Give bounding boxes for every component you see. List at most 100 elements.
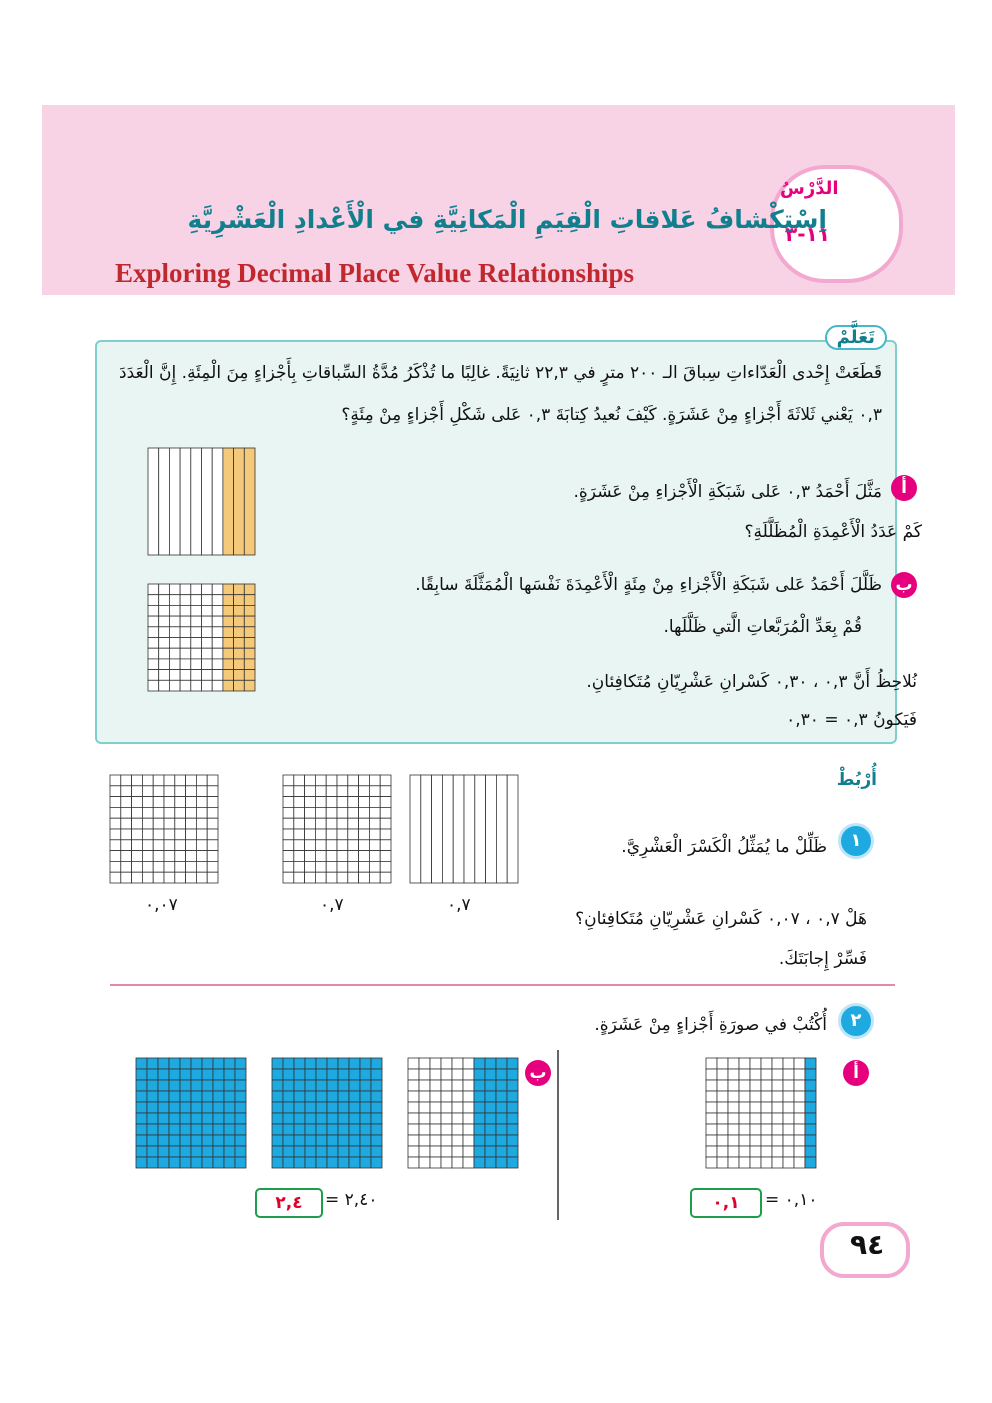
grid-cell xyxy=(429,1123,442,1136)
grid-cell xyxy=(195,774,208,787)
grid-cell xyxy=(359,1112,372,1125)
grid-cell xyxy=(749,1156,762,1169)
grid-cell xyxy=(282,871,295,884)
grid-cell xyxy=(152,828,165,841)
grid-cell xyxy=(337,1123,350,1136)
grid-cell xyxy=(716,1112,729,1125)
grid-cell xyxy=(793,1123,806,1136)
grid-cell xyxy=(131,828,143,841)
grid-cell xyxy=(782,1145,795,1158)
grid-cell xyxy=(368,796,381,808)
grid-cell xyxy=(135,1090,148,1103)
grid-cell xyxy=(348,1123,361,1136)
grid-cell xyxy=(315,1156,328,1169)
grid-cell xyxy=(760,1101,773,1114)
grid-cell xyxy=(234,1079,247,1092)
grid-cell xyxy=(304,1057,317,1070)
grid-cell xyxy=(462,1090,475,1103)
grid-cell xyxy=(495,774,508,884)
grid-cell xyxy=(358,861,370,873)
grid-cell xyxy=(223,1156,236,1169)
grid-cell xyxy=(506,1101,519,1114)
grid-cell xyxy=(179,1101,192,1114)
expression: ٠,١٠ = xyxy=(765,1190,818,1210)
grid-cell xyxy=(223,1112,236,1125)
grid-cell xyxy=(152,774,165,787)
grid-cell xyxy=(409,774,422,884)
grid-cell xyxy=(190,1068,203,1081)
grid-cell xyxy=(418,1112,431,1125)
grid-cell xyxy=(282,861,295,873)
grid-cell xyxy=(314,871,327,884)
grid-cell xyxy=(293,871,305,884)
grid-cell xyxy=(793,1068,806,1081)
grid-cell xyxy=(174,828,187,841)
grid-cell xyxy=(418,1145,431,1158)
grid-cell xyxy=(738,1090,751,1103)
grid-cell xyxy=(314,785,327,797)
grid-cell xyxy=(212,1090,225,1103)
grid-cell xyxy=(109,796,122,808)
grid-cell xyxy=(782,1068,795,1081)
grid-cell xyxy=(146,1090,159,1103)
grid-cell xyxy=(749,1112,762,1125)
grid-cell xyxy=(174,871,187,884)
grid-cell xyxy=(174,785,187,797)
grid-cell xyxy=(325,839,338,851)
grid-cell xyxy=(738,1079,751,1092)
question-number: ٢ xyxy=(838,1003,874,1039)
grid-cell xyxy=(179,1123,192,1136)
grid-cell xyxy=(358,871,370,884)
grid-cell xyxy=(473,1068,486,1081)
grid-cell xyxy=(190,1057,203,1070)
grid-cell xyxy=(304,774,316,787)
grid-cell xyxy=(293,807,305,819)
grid-cell xyxy=(771,1057,784,1070)
grid-cell xyxy=(738,1123,751,1136)
grid-cell xyxy=(484,1123,497,1136)
grid-cell xyxy=(347,817,359,830)
grid-cell xyxy=(407,1134,420,1147)
grid-cell xyxy=(206,796,219,808)
grid-cell xyxy=(370,1145,383,1158)
grid-cell xyxy=(109,817,122,830)
grid-cell xyxy=(440,1145,453,1158)
grid-cell xyxy=(370,1068,383,1081)
grid-cell xyxy=(760,1057,773,1070)
grid-cell xyxy=(190,1101,203,1114)
grid-cell xyxy=(771,1101,784,1114)
intro: قَطَعَتْ إِحْدى الْعَدّاءاتِ سِباقَ الـ … xyxy=(119,363,882,425)
grid-cell xyxy=(206,828,219,841)
grid-cell xyxy=(131,850,143,862)
grid-cell xyxy=(440,1134,453,1147)
grid-cell xyxy=(452,774,465,884)
q1-question: هَلْ ٠,٧ ، ٠,٠٧ كَسْرانِ عَشْرِيّانِ مُت… xyxy=(575,909,867,929)
step-text: كَمْ عَدَدُ الْأَعْمِدَةِ الْمُظَلَّلَةِ… xyxy=(744,522,922,542)
grid-cell xyxy=(506,1057,519,1070)
grid-cell xyxy=(293,1101,306,1114)
grid-cell xyxy=(141,850,154,862)
grid-cell xyxy=(293,1068,306,1081)
grid-cell xyxy=(782,1090,795,1103)
grid-cell xyxy=(760,1134,773,1147)
grid-cell xyxy=(760,1079,773,1092)
grid-cell xyxy=(738,1068,751,1081)
grid-cell xyxy=(485,774,497,884)
grid-cell xyxy=(484,1156,497,1169)
grid-cell xyxy=(379,785,392,797)
grid-cell xyxy=(157,1101,170,1114)
grid-cell xyxy=(368,817,381,830)
grid-cell xyxy=(358,850,370,862)
grid-cell xyxy=(506,1068,519,1081)
grid-cell xyxy=(418,1134,431,1147)
grid-cell xyxy=(462,1112,475,1125)
grid-cell xyxy=(358,817,370,830)
grid-cell xyxy=(282,1112,295,1125)
grid-cell xyxy=(315,1090,328,1103)
grid-cell xyxy=(418,1090,431,1103)
grid-cell xyxy=(418,1101,431,1114)
grid-cell xyxy=(716,1057,729,1070)
grid-cell xyxy=(223,1068,236,1081)
grid-cell xyxy=(234,1123,247,1136)
learn-label: تَعَلَّمْ xyxy=(824,325,887,350)
